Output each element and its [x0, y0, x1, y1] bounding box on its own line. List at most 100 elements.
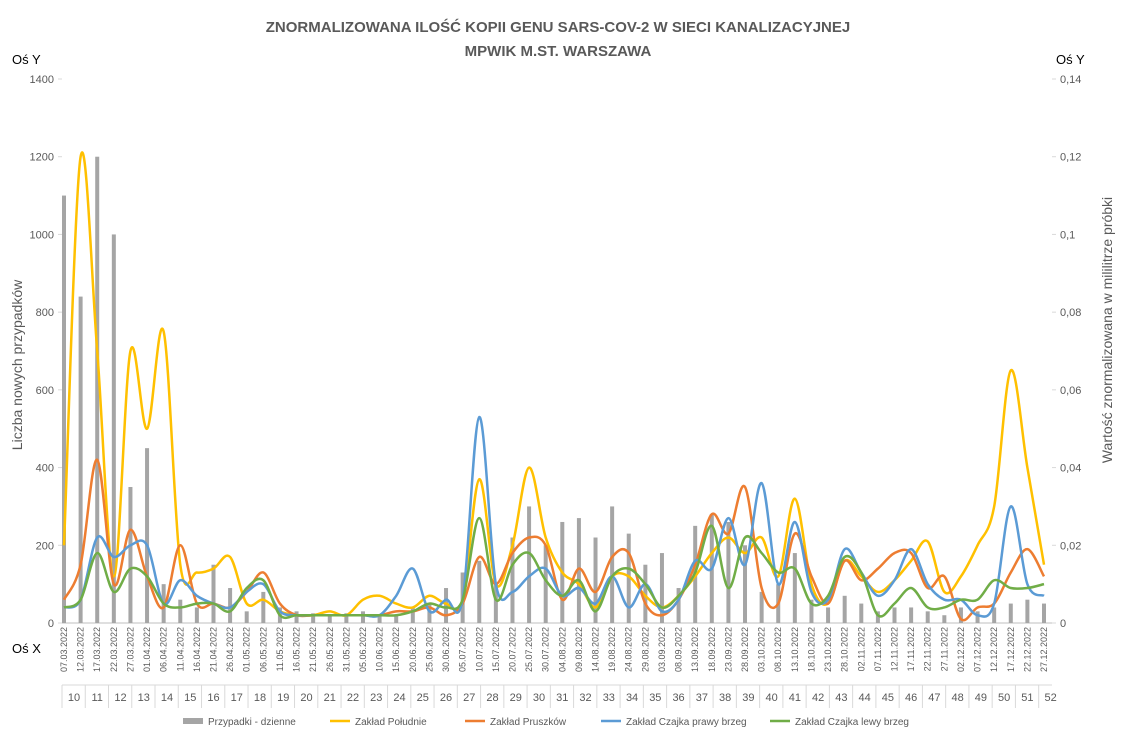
week-label: 46	[905, 692, 917, 704]
week-label: 13	[138, 692, 150, 704]
week-label: 39	[742, 692, 754, 704]
bar	[626, 533, 631, 623]
bar	[610, 506, 615, 623]
y-axis-title: Liczba nowych przypadków	[9, 279, 25, 450]
bar	[643, 564, 648, 623]
line	[63, 516, 1045, 620]
bar	[909, 607, 914, 623]
week-label: 45	[882, 692, 894, 704]
x-tick-label: 21.05.2022	[308, 627, 318, 672]
week-label: 11	[92, 692, 103, 704]
x-tick-label: 27.11.2022	[939, 627, 949, 671]
week-label: 28	[486, 692, 498, 704]
x-tick-label: 11.04.2022	[175, 627, 185, 671]
x-tick-label: 02.11.2022	[856, 627, 866, 671]
bar	[244, 611, 249, 623]
bar	[1025, 599, 1030, 623]
line	[62, 151, 1046, 617]
legend-swatch	[183, 718, 203, 724]
bar	[128, 487, 133, 623]
bar	[410, 607, 415, 623]
bar	[294, 611, 299, 623]
x-tick-label: 13.09.2022	[690, 627, 700, 672]
bar	[211, 564, 216, 623]
legend-label: Zakład Czajka prawy brzeg	[626, 717, 747, 728]
x-tick-label: 22.11.2022	[923, 627, 933, 671]
bar	[726, 521, 731, 623]
week-label: 30	[533, 692, 545, 704]
bar	[743, 545, 748, 623]
x-tick-label: 01.04.2022	[142, 627, 152, 672]
week-label: 22	[347, 692, 359, 704]
week-label: 20	[300, 692, 312, 704]
week-label: 52	[1045, 692, 1057, 704]
legend-label: Zakład Pruszków	[490, 717, 567, 728]
legend-label: Zakład Czajka lewy brzeg	[795, 717, 909, 728]
bar	[444, 588, 449, 623]
y-tick-label: 800	[36, 307, 54, 319]
bar	[792, 553, 797, 623]
line	[63, 415, 1045, 618]
bar	[925, 611, 930, 623]
week-label: 35	[649, 692, 661, 704]
bar	[178, 599, 183, 623]
bar	[62, 195, 66, 624]
week-label: 15	[184, 692, 196, 704]
x-tick-label: 05.07.2022	[458, 627, 468, 672]
week-label: 50	[998, 692, 1010, 704]
bar	[859, 603, 864, 623]
y-axis-name: Oś Y	[12, 52, 41, 67]
bar	[194, 607, 199, 623]
week-label: 24	[393, 692, 405, 704]
x-tick-label: 13.10.2022	[790, 627, 800, 672]
week-label: 42	[812, 692, 824, 704]
x-tick-label: 20.07.2022	[507, 627, 517, 672]
bar	[427, 603, 432, 623]
x-tick-label: 07.12.2022	[973, 627, 983, 672]
week-label: 38	[719, 692, 731, 704]
x-tick-label: 07.03.2022	[59, 627, 69, 672]
bar	[676, 588, 681, 623]
bar	[992, 607, 997, 623]
y2-tick-label: 0,1	[1060, 229, 1075, 241]
x-tick-label: 15.07.2022	[491, 627, 501, 672]
x-tick-label: 20.06.2022	[408, 627, 418, 672]
x-tick-label: 17.11.2022	[906, 627, 916, 671]
bar	[576, 518, 581, 623]
x-axis-name: Oś X	[12, 641, 41, 656]
x-tick-label: 02.12.2022	[956, 627, 966, 672]
bar	[477, 560, 482, 623]
week-label: 49	[975, 692, 987, 704]
y2-tick-label: 0,06	[1060, 385, 1081, 397]
x-tick-label: 11.05.2022	[275, 627, 285, 671]
x-tick-label: 07.11.2022	[873, 627, 883, 671]
x-tick-label: 04.08.2022	[557, 627, 567, 672]
bar	[510, 537, 515, 623]
x-tick-label: 12.03.2022	[76, 627, 86, 672]
bar	[261, 591, 266, 623]
week-label: 19	[277, 692, 289, 704]
y2-tick-label: 0,02	[1060, 540, 1081, 552]
x-tick-label: 24.08.2022	[624, 627, 634, 672]
x-tick-label: 10.06.2022	[375, 627, 385, 672]
bar	[344, 613, 349, 623]
x-tick-label: 16.05.2022	[292, 627, 302, 672]
x-tick-label: 19.08.2022	[607, 627, 617, 672]
x-tick-label: 27.12.2022	[1039, 627, 1049, 672]
x-tick-label: 18.09.2022	[707, 627, 717, 672]
week-label: 23	[370, 692, 382, 704]
y2-tick-label: 0,12	[1060, 152, 1081, 164]
week-label: 12	[114, 692, 126, 704]
week-label: 47	[928, 692, 940, 704]
bar	[527, 506, 532, 623]
legend-label: Przypadki - dzienne	[208, 717, 296, 728]
bar	[593, 537, 598, 623]
week-label: 14	[161, 692, 173, 704]
y2-tick-label: 0,04	[1060, 463, 1081, 475]
week-label: 18	[254, 692, 266, 704]
bar	[145, 448, 150, 623]
x-tick-label: 05.06.2022	[358, 627, 368, 672]
y2-axis-name: Oś Y	[1056, 52, 1085, 67]
x-tick-label: 31.05.2022	[341, 627, 351, 672]
